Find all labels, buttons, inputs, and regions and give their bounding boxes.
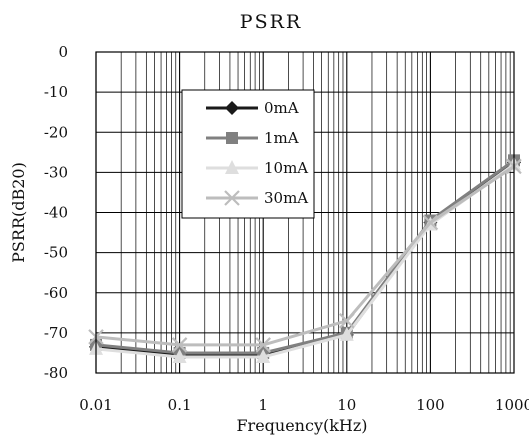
legend-marker xyxy=(225,101,239,115)
y-tick-label: -30 xyxy=(44,163,68,181)
legend-entry: 30mA xyxy=(206,189,308,207)
x-tick-label: 0.1 xyxy=(168,396,192,414)
y-tick-label: -70 xyxy=(44,324,68,342)
y-tick-label: -20 xyxy=(44,123,68,141)
legend-marker xyxy=(226,132,238,144)
x-tick-label: 1000 xyxy=(495,396,529,414)
legend-entry: 0mA xyxy=(206,99,299,117)
plot-frame xyxy=(95,51,515,374)
y-tick-labels: 0 -10 -20 -30 -40 -50 -60 -70 -80 xyxy=(44,43,68,382)
x-tick-label: 10 xyxy=(337,396,356,414)
series-30mA xyxy=(88,158,522,353)
data-point xyxy=(171,337,188,353)
legend-label: 30mA xyxy=(264,189,308,207)
data-point xyxy=(256,348,271,363)
data-point xyxy=(339,326,354,341)
legend: 0mA 1mA 10mA 30mA xyxy=(181,89,315,219)
x-axis-title: Frequency(kHz) xyxy=(236,416,367,435)
y-axis-title: PSRR(dB20) xyxy=(9,162,28,263)
x-tick-label: 0.01 xyxy=(79,396,112,414)
legend-label: 10mA xyxy=(264,159,308,177)
chart-title: PSRR xyxy=(240,11,302,33)
y-tick-label: -40 xyxy=(44,204,68,222)
legend-entry: 1mA xyxy=(206,129,299,147)
series-line xyxy=(95,165,515,347)
y-tick-label: -80 xyxy=(44,364,68,382)
legend-label: 1mA xyxy=(264,129,299,147)
legend-label: 0mA xyxy=(264,99,299,117)
y-tick-label: -10 xyxy=(44,83,68,101)
series-line xyxy=(95,159,515,355)
data-point xyxy=(255,337,271,353)
y-tick-label: 0 xyxy=(58,43,68,61)
legend-entry: 10mA xyxy=(206,159,308,177)
y-tick-label: -60 xyxy=(44,284,68,302)
x-tick-label: 100 xyxy=(416,396,445,414)
x-tick-labels: 0.01 0.1 1 10 100 1000 xyxy=(79,396,529,414)
legend-marker xyxy=(225,160,239,174)
x-tick-label: 1 xyxy=(258,396,268,414)
data-point xyxy=(339,313,355,329)
data-point xyxy=(172,348,187,363)
data-point xyxy=(422,214,439,231)
legend-marker xyxy=(224,190,240,206)
y-tick-label: -50 xyxy=(44,244,68,262)
